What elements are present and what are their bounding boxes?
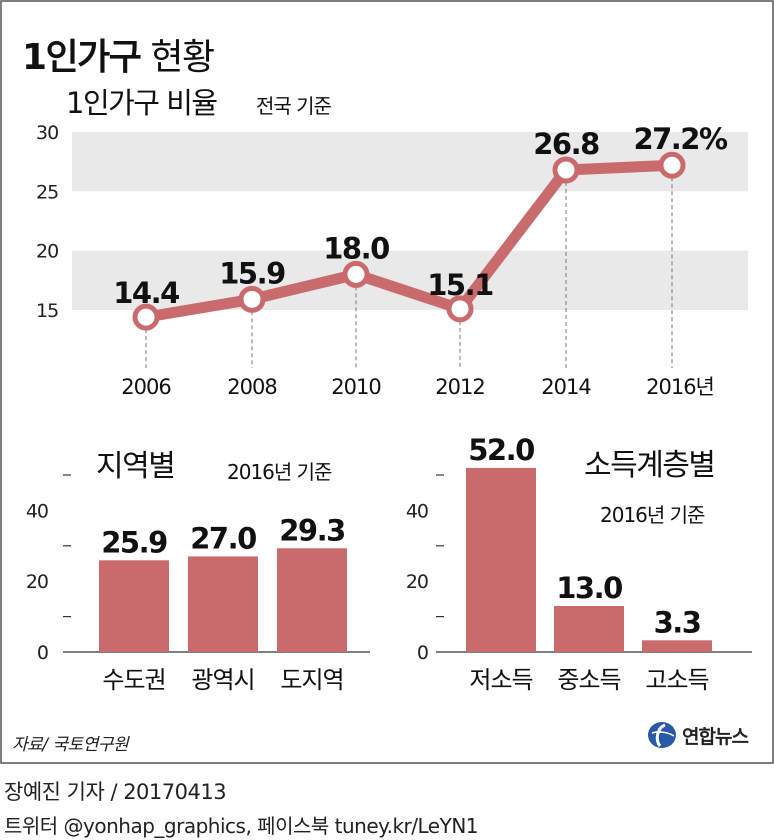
bar-category-label: 도지역 <box>280 666 343 694</box>
main-title-bold: 1인가구 <box>22 37 142 78</box>
bar-chart-title: 지역별 <box>96 449 174 484</box>
line-data-label: 18.0 <box>323 231 389 265</box>
line-point <box>342 260 370 288</box>
bar-y-tick-label: 40 <box>406 500 428 522</box>
line-data-label: 27.2% <box>633 122 728 156</box>
chart-canvas: 15 20 25 30 1인가구 비율 전국 기준 14.4 15.9 18.0 15.1 26.8… <box>26 86 752 694</box>
line-x-tick-label: 2008 <box>227 375 276 399</box>
line-y-tick-label: 15 <box>36 300 58 322</box>
main-title-light: 현황 <box>150 37 215 78</box>
line-point <box>238 285 266 313</box>
main-title: 1인가구 현황 <box>22 28 215 80</box>
bar-data-label: 52.0 <box>468 433 534 467</box>
line-data-label: 15.9 <box>219 256 285 290</box>
bar <box>466 467 536 652</box>
bar-chart-title: 소득계층별 <box>584 448 715 483</box>
bar-category-label: 중소득 <box>557 666 620 694</box>
bar <box>188 556 258 652</box>
bar-category-label: 수도권 <box>102 666 165 694</box>
line-data-label: 26.8 <box>533 127 599 161</box>
line-point <box>658 151 686 179</box>
bar-y-tick-label: 40 <box>26 500 48 522</box>
bar-category-label: 광역시 <box>191 666 254 694</box>
line-series <box>140 159 678 323</box>
bar-y-tick-label: 20 <box>26 571 48 593</box>
line-y-tick-label: 30 <box>36 122 58 144</box>
line-y-tick-label: 20 <box>36 241 58 263</box>
line-point <box>132 303 160 331</box>
bar-data-label: 25.9 <box>101 525 167 559</box>
social-line: 트위터 @yonhap_graphics, 페이스북 tuney.kr/LeYN… <box>4 814 479 838</box>
line-y-tick-label: 25 <box>36 181 58 203</box>
bar <box>277 548 347 652</box>
logo-text: 연합뉴스 <box>682 725 749 748</box>
bar <box>99 560 169 652</box>
bar-data-label: 27.0 <box>190 521 256 555</box>
line-x-tick-label: 2010 <box>331 375 380 399</box>
bar <box>554 605 624 652</box>
line-data-label: 14.4 <box>113 276 179 310</box>
bar-category-label: 저소득 <box>469 666 532 694</box>
publisher-logo: 연합뉴스 <box>646 720 749 750</box>
bar-y-tick-label: 20 <box>406 571 428 593</box>
bar-category-label: 고소득 <box>645 666 708 694</box>
band-15-20 <box>72 250 748 310</box>
bar-chart-subtitle: 2016년 기준 <box>600 503 705 527</box>
bar <box>642 640 712 652</box>
bar-data-label: 3.3 <box>654 605 701 639</box>
bar-y-tick-label: 0 <box>417 642 428 664</box>
source-note: 자료/ 국토연구원 <box>12 735 129 755</box>
credit-line: 장예진 기자 / 20170413 <box>4 780 227 804</box>
line-point <box>446 295 474 323</box>
line-point <box>552 156 580 184</box>
bar-data-label: 29.3 <box>279 513 345 547</box>
line-data-label: 15.1 <box>427 268 493 302</box>
globe-icon <box>648 722 676 748</box>
line-x-tick-label: 2006 <box>121 375 171 399</box>
chart-frame <box>0 0 774 764</box>
line-chart-title: 1인가구 비율 <box>66 86 217 120</box>
line-x-tick-label: 2012 <box>435 375 484 399</box>
bar-data-label: 13.0 <box>556 571 622 605</box>
line-x-tick-label: 2016년 <box>646 375 714 399</box>
bar-y-tick-label: 0 <box>37 642 48 664</box>
bar-chart-subtitle: 2016년 기준 <box>227 460 332 484</box>
line-x-tick-label: 2014 <box>541 375 591 399</box>
line-chart-subtitle: 전국 기준 <box>256 94 332 118</box>
